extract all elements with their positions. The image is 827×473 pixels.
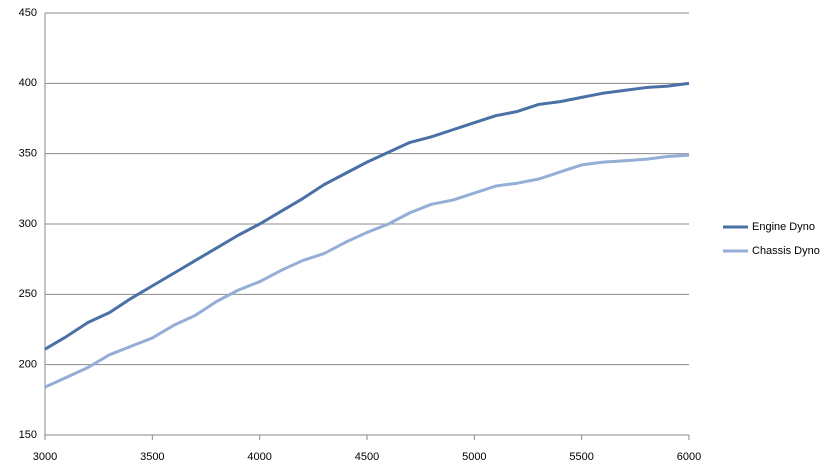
y-tick-label: 400 (19, 77, 37, 89)
y-tick-label: 350 (19, 148, 37, 160)
y-tick-label: 300 (19, 218, 37, 230)
y-tick-label: 450 (19, 7, 37, 19)
legend-label: Engine Dyno (752, 221, 815, 233)
x-tick-label: 3000 (33, 451, 57, 463)
x-tick-label: 4500 (355, 451, 379, 463)
x-tick-label: 6000 (677, 451, 701, 463)
x-tick-label: 4000 (247, 451, 271, 463)
x-tick-label: 3500 (140, 451, 164, 463)
y-tick-label: 200 (19, 359, 37, 371)
y-tick-label: 250 (19, 288, 37, 300)
series-line (44, 153, 690, 389)
x-tick-label: 5000 (462, 451, 486, 463)
series-line (44, 81, 690, 351)
legend-label: Chassis Dyno (752, 245, 820, 257)
y-tick-label: 150 (19, 429, 37, 441)
x-tick-label: 5500 (569, 451, 593, 463)
